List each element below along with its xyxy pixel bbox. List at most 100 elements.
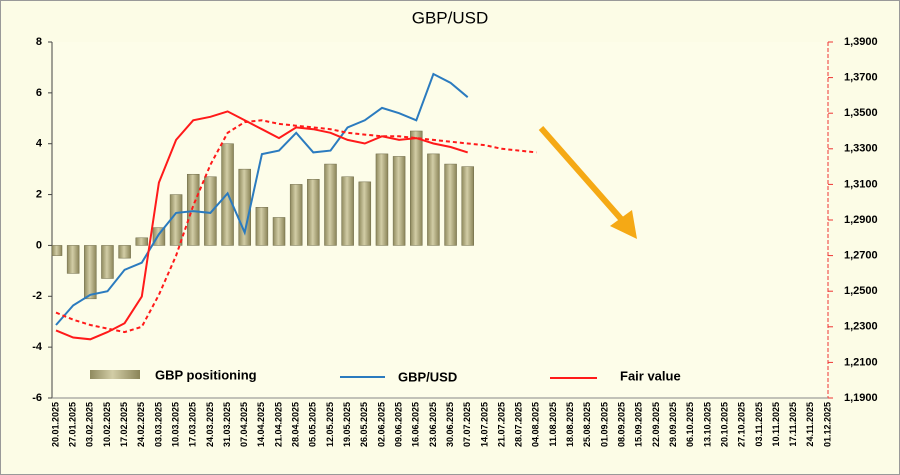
y2-tick-label: 1,3300 bbox=[844, 143, 878, 155]
line bbox=[55, 110, 469, 341]
bar bbox=[135, 237, 149, 246]
x-tick-label: 10.02.2025 bbox=[102, 402, 112, 447]
bar bbox=[358, 181, 372, 246]
chart-title: GBP/USD bbox=[412, 8, 489, 27]
x-tick-label: 03.02.2025 bbox=[85, 402, 95, 447]
x-tick-label: 10.11.2025 bbox=[771, 402, 781, 447]
x-tick-label: 21.07.2025 bbox=[496, 402, 506, 447]
y-tick-label: 6 bbox=[36, 87, 42, 99]
x-tick-label: 26.05.2025 bbox=[359, 402, 369, 447]
y2-tick-label: 1,3700 bbox=[844, 72, 878, 84]
bar bbox=[255, 207, 269, 246]
x-tick-label: 08.09.2025 bbox=[617, 402, 627, 447]
x-tick-label: 28.04.2025 bbox=[291, 402, 301, 447]
x-tick-label: 24.02.2025 bbox=[136, 402, 146, 447]
y-tick-label: -4 bbox=[32, 341, 43, 353]
legend-label: GBP/USD bbox=[398, 369, 457, 384]
x-tick-label: 19.05.2025 bbox=[342, 402, 352, 447]
legend-label: Fair value bbox=[620, 368, 681, 383]
x-tick-label: 06.10.2025 bbox=[685, 402, 695, 447]
y2-tick-label: 1,3100 bbox=[844, 178, 878, 190]
x-tick-label: 28.07.2025 bbox=[514, 402, 524, 447]
y2-tick-label: 1,2900 bbox=[844, 214, 878, 226]
legend-label: GBP positioning bbox=[155, 367, 257, 382]
y-tick-label: 4 bbox=[36, 138, 43, 150]
x-tick-label: 30.06.2025 bbox=[445, 402, 455, 447]
x-tick-label: 03.11.2025 bbox=[754, 402, 764, 447]
x-tick-label: 21.04.2025 bbox=[273, 402, 283, 447]
legend: GBP positioning GBP/USD Fair value bbox=[90, 367, 681, 384]
x-tick-label: 10.03.2025 bbox=[170, 402, 180, 447]
y2-tick-label: 1,3900 bbox=[844, 36, 878, 48]
y2-tick-label: 1,2100 bbox=[844, 356, 878, 368]
bar bbox=[410, 130, 423, 246]
bar bbox=[84, 245, 97, 300]
x-tick-label: 04.08.2025 bbox=[531, 402, 541, 447]
line bbox=[55, 119, 537, 334]
bar bbox=[307, 179, 320, 246]
x-tick-label: 03.03.2025 bbox=[153, 402, 163, 447]
x-tick-label: 15.09.2025 bbox=[634, 402, 644, 447]
x-tick-label: 20.10.2025 bbox=[719, 402, 729, 447]
x-tick-label: 14.07.2025 bbox=[479, 402, 489, 447]
trend-arrow-head bbox=[610, 210, 637, 239]
x-tick-label: 18.08.2025 bbox=[565, 402, 575, 447]
bar bbox=[118, 245, 131, 259]
bar bbox=[272, 217, 286, 246]
x-tick-label: 17.11.2025 bbox=[788, 402, 798, 447]
y2-tick-label: 1,2700 bbox=[844, 250, 878, 262]
bar bbox=[375, 153, 389, 246]
bar bbox=[427, 153, 440, 246]
bar bbox=[169, 194, 183, 246]
x-tick-label: 27.01.2025 bbox=[68, 402, 78, 447]
bar bbox=[66, 245, 80, 274]
plot-area bbox=[52, 42, 828, 398]
x-tick-label: 01.12.2025 bbox=[822, 402, 832, 447]
legend-swatch bbox=[90, 370, 140, 379]
x-tick-label: 17.02.2025 bbox=[119, 402, 129, 447]
x-tick-label: 07.04.2025 bbox=[239, 402, 249, 447]
x-tick-label: 24.03.2025 bbox=[205, 402, 215, 447]
y-tick-label: 8 bbox=[36, 36, 42, 48]
y-tick-label: 0 bbox=[36, 239, 42, 251]
x-tick-label: 29.09.2025 bbox=[668, 402, 678, 447]
x-tick-label: 31.03.2025 bbox=[222, 402, 232, 447]
x-tick-label: 22.09.2025 bbox=[651, 402, 661, 447]
x-tick-label: 20.01.2025 bbox=[50, 402, 60, 447]
bar bbox=[289, 184, 303, 246]
y-tick-label: 2 bbox=[36, 188, 42, 200]
bar bbox=[101, 245, 114, 279]
x-tick-label: 11.08.2025 bbox=[548, 402, 558, 447]
y2-tick-label: 1,1900 bbox=[844, 392, 878, 404]
x-tick-label: 27.10.2025 bbox=[737, 402, 747, 447]
x-tick-label: 24.11.2025 bbox=[805, 402, 815, 447]
x-tick-label: 01.09.2025 bbox=[599, 402, 609, 447]
x-tick-label: 12.05.2025 bbox=[325, 402, 335, 447]
x-tick-label: 09.06.2025 bbox=[393, 402, 403, 447]
x-tick-label: 13.10.2025 bbox=[702, 402, 712, 447]
bar bbox=[51, 245, 63, 256]
y-tick-label: -2 bbox=[32, 290, 42, 302]
y2-tick-label: 1,2300 bbox=[844, 321, 878, 333]
x-tick-label: 17.03.2025 bbox=[188, 402, 198, 447]
bar bbox=[341, 176, 354, 246]
bar bbox=[461, 166, 474, 246]
bar bbox=[324, 163, 337, 246]
bar bbox=[392, 156, 406, 246]
bar bbox=[444, 163, 457, 246]
y-tick-label: -6 bbox=[32, 392, 42, 404]
y2-tick-label: 1,3500 bbox=[844, 107, 878, 119]
x-tick-label: 14.04.2025 bbox=[256, 402, 266, 447]
y2-tick-label: 1,2500 bbox=[844, 285, 878, 297]
x-tick-label: 02.06.2025 bbox=[376, 402, 386, 447]
line bbox=[55, 72, 469, 326]
x-tick-label: 07.07.2025 bbox=[462, 402, 472, 447]
trend-arrow bbox=[538, 126, 625, 222]
x-tick-label: 23.06.2025 bbox=[428, 402, 438, 447]
x-tick-label: 05.05.2025 bbox=[308, 402, 318, 447]
bar bbox=[186, 173, 200, 246]
x-tick-label: 25.08.2025 bbox=[582, 402, 592, 447]
bar bbox=[204, 176, 217, 246]
x-tick-label: 16.06.2025 bbox=[411, 402, 421, 447]
